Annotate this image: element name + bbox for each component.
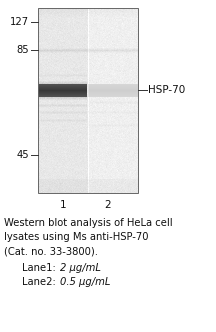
Text: Lane1:: Lane1: bbox=[22, 263, 56, 273]
Text: 2: 2 bbox=[105, 200, 111, 210]
Text: 0.5 μg/mL: 0.5 μg/mL bbox=[60, 277, 111, 287]
Text: 1: 1 bbox=[60, 200, 66, 210]
Text: 2 μg/mL: 2 μg/mL bbox=[60, 263, 101, 273]
Text: HSP-70: HSP-70 bbox=[148, 85, 185, 95]
Text: 85: 85 bbox=[16, 45, 29, 55]
Text: Western blot analysis of HeLa cell: Western blot analysis of HeLa cell bbox=[4, 218, 173, 228]
Text: 127: 127 bbox=[10, 17, 29, 27]
Text: Lane2:: Lane2: bbox=[22, 277, 56, 287]
Text: 45: 45 bbox=[16, 150, 29, 160]
Bar bbox=[38, 8, 138, 193]
Text: lysates using Ms anti-HSP-70: lysates using Ms anti-HSP-70 bbox=[4, 232, 149, 242]
Text: (Cat. no. 33-3800).: (Cat. no. 33-3800). bbox=[4, 246, 98, 256]
